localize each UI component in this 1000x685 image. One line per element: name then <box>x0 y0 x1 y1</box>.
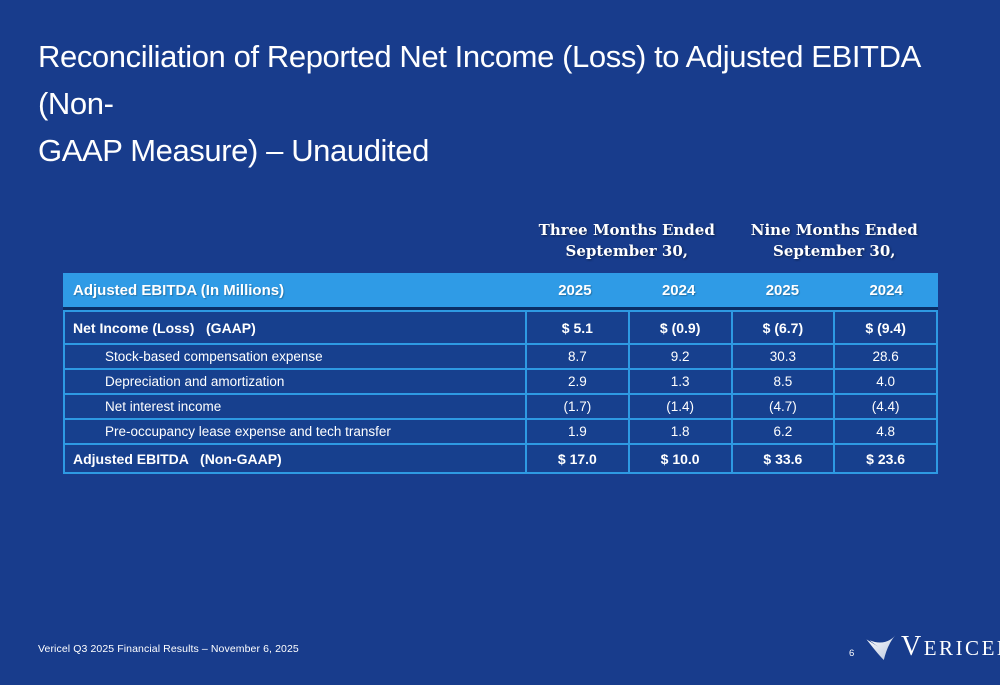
logo-letters-rest: ERICEL <box>923 636 1000 660</box>
period-header-nine-months: Nine Months Ended September 30, <box>731 220 939 262</box>
slide-title-line1: Reconciliation of Reported Net Income (L… <box>38 39 920 121</box>
value-cell: 1.9 <box>525 420 628 443</box>
period-header-line: Nine Months Ended <box>750 221 918 239</box>
slide-title: Reconciliation of Reported Net Income (L… <box>38 33 968 174</box>
vericel-swoosh-icon <box>866 635 896 661</box>
value-cell: 1.8 <box>627 420 731 443</box>
value-cell: (4.7) <box>730 395 834 418</box>
adjusted-ebitda-table: Adjusted EBITDA (In Millions) 2025 2024 … <box>63 273 938 474</box>
vericel-logo-text: VERICEL <box>901 630 1000 667</box>
year-column-header: 2024 <box>869 281 903 299</box>
value-cell: 4.8 <box>833 420 936 443</box>
table-grid: Net Income (Loss) (GAAP) $ 5.1 $ (0.9) $… <box>63 310 938 474</box>
vericel-logo: VERICEL <box>864 630 1000 667</box>
logo-letter-v: V <box>901 631 924 662</box>
row-label: Depreciation and amortization <box>105 374 285 389</box>
table-row-depreciation: Depreciation and amortization 2.9 1.3 8.… <box>65 370 936 395</box>
page-number: 6 <box>849 648 855 659</box>
table-row-pre-occupancy: Pre-occupancy lease expense and tech tra… <box>65 420 936 445</box>
value-cell: (1.7) <box>525 395 628 418</box>
value-cell: 8.7 <box>525 345 628 368</box>
value-cell: $ (9.4) <box>833 312 936 343</box>
value-cell: $ (0.9) <box>627 312 731 343</box>
table-row-net-income: Net Income (Loss) (GAAP) $ 5.1 $ (0.9) $… <box>65 312 936 345</box>
table-row-adjusted-ebitda: Adjusted EBITDA (Non-GAAP) $ 17.0 $ 10.0… <box>65 445 936 472</box>
row-label: Adjusted EBITDA (Non-GAAP) <box>73 450 282 467</box>
table-header-row: Adjusted EBITDA (In Millions) 2025 2024 … <box>63 273 938 307</box>
year-column-header: 2025 <box>765 281 800 299</box>
value-cell: (4.4) <box>833 395 936 418</box>
footer-note: Vericel Q3 2025 Financial Results – Nove… <box>38 643 299 655</box>
value-cell: 6.2 <box>730 420 834 443</box>
value-cell: 2.9 <box>525 370 628 393</box>
header-separator <box>63 307 938 310</box>
slide-title-line2: GAAP Measure) – Unaudited <box>38 133 429 168</box>
period-header-line: Three Months Ended <box>538 221 715 239</box>
value-cell: $ 23.6 <box>833 445 936 472</box>
row-label: Net Income (Loss) (GAAP) <box>73 319 256 336</box>
year-column-header: 2025 <box>558 281 592 299</box>
value-cell: 28.6 <box>833 345 936 368</box>
value-cell: $ 17.0 <box>525 445 628 472</box>
period-header-line: September 30, <box>565 242 688 260</box>
table-header-label: Adjusted EBITDA (In Millions) <box>73 281 285 299</box>
value-cell: 1.3 <box>627 370 731 393</box>
value-cell: $ (6.7) <box>730 312 834 343</box>
table-row-stock-compensation: Stock-based compensation expense 8.7 9.2… <box>65 345 936 370</box>
table-row-net-interest: Net interest income (1.7) (1.4) (4.7) (4… <box>65 395 936 420</box>
period-header-line: September 30, <box>773 242 896 260</box>
value-cell: $ 5.1 <box>525 312 628 343</box>
value-cell: 9.2 <box>627 345 731 368</box>
row-label: Net interest income <box>105 399 222 414</box>
row-label: Pre-occupancy lease expense and tech tra… <box>105 424 391 439</box>
value-cell: $ 33.6 <box>730 445 834 472</box>
row-label: Stock-based compensation expense <box>105 349 323 364</box>
year-column-header: 2024 <box>661 281 696 299</box>
value-cell: 4.0 <box>833 370 936 393</box>
value-cell: 8.5 <box>730 370 834 393</box>
value-cell: (1.4) <box>627 395 731 418</box>
value-cell: 30.3 <box>730 345 834 368</box>
period-header-three-months: Three Months Ended September 30, <box>523 220 731 262</box>
value-cell: $ 10.0 <box>627 445 731 472</box>
period-headers: Three Months Ended September 30, Nine Mo… <box>523 220 938 262</box>
